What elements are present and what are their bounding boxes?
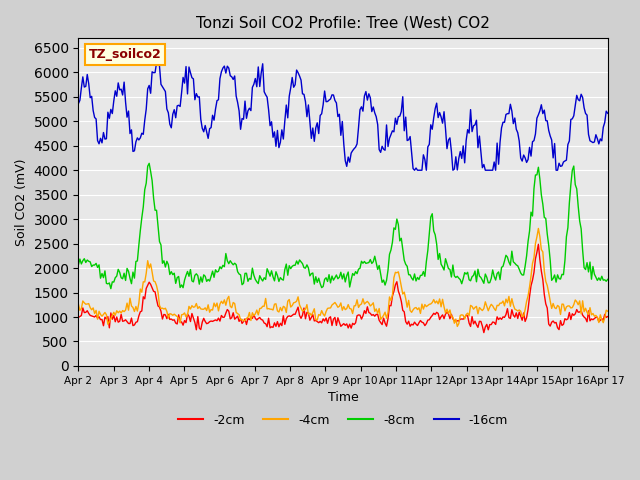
-16cm xyxy=(260,89,268,95)
-2cm xyxy=(75,314,83,320)
Y-axis label: Soil CO2 (mV): Soil CO2 (mV) xyxy=(15,158,28,246)
-16cm xyxy=(252,76,259,82)
-8cm xyxy=(577,226,585,232)
-4cm xyxy=(232,310,240,315)
-16cm xyxy=(154,59,162,64)
-8cm xyxy=(309,270,317,276)
Text: TZ_soilco2: TZ_soilco2 xyxy=(89,48,162,61)
-2cm xyxy=(306,317,314,323)
-8cm xyxy=(145,160,153,166)
-4cm xyxy=(604,308,612,314)
-4cm xyxy=(75,301,83,307)
-8cm xyxy=(141,187,148,192)
-4cm xyxy=(259,303,266,309)
-16cm xyxy=(234,99,241,105)
Line: -4cm: -4cm xyxy=(79,228,608,326)
-8cm xyxy=(75,262,83,268)
-8cm xyxy=(253,279,260,285)
-2cm xyxy=(259,317,266,323)
-2cm xyxy=(232,315,240,321)
-4cm xyxy=(140,279,147,285)
-2cm xyxy=(480,330,488,336)
Title: Tonzi Soil CO2 Profile: Tree (West) CO2: Tonzi Soil CO2 Profile: Tree (West) CO2 xyxy=(196,15,490,30)
-16cm xyxy=(411,168,419,173)
Line: -8cm: -8cm xyxy=(79,163,608,288)
-16cm xyxy=(75,101,83,107)
-4cm xyxy=(250,313,258,319)
-16cm xyxy=(604,110,612,116)
-2cm xyxy=(604,314,612,320)
Line: -16cm: -16cm xyxy=(79,61,608,170)
-4cm xyxy=(534,226,542,231)
-8cm xyxy=(604,276,612,282)
-2cm xyxy=(534,241,542,247)
X-axis label: Time: Time xyxy=(328,391,358,404)
-2cm xyxy=(140,294,147,300)
-16cm xyxy=(577,91,585,97)
-16cm xyxy=(140,132,147,137)
-8cm xyxy=(262,276,269,282)
-2cm xyxy=(577,308,585,313)
-4cm xyxy=(577,311,585,317)
-4cm xyxy=(306,310,314,316)
-4cm xyxy=(454,324,461,329)
Legend: -2cm, -4cm, -8cm, -16cm: -2cm, -4cm, -8cm, -16cm xyxy=(173,409,513,432)
-16cm xyxy=(307,135,315,141)
Line: -2cm: -2cm xyxy=(79,244,608,333)
-2cm xyxy=(250,312,258,318)
-8cm xyxy=(236,271,243,277)
-8cm xyxy=(107,286,115,291)
